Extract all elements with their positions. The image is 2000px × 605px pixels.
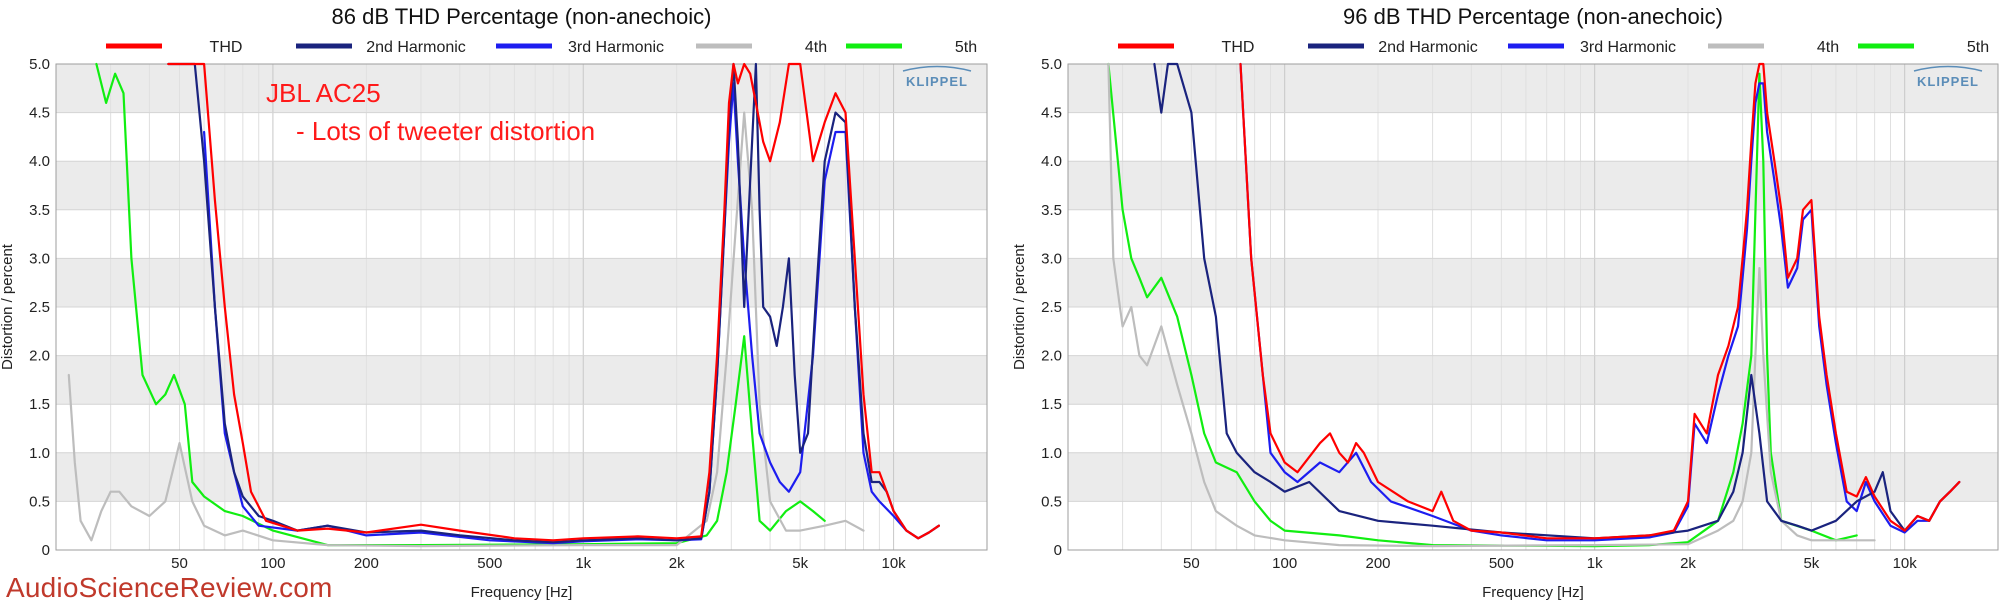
x-tick-label: 5k bbox=[1803, 555, 1819, 572]
y-tick-label: 5.0 bbox=[29, 56, 50, 73]
annotation-text: JBL AC25 bbox=[266, 78, 381, 108]
series-line-2nd-harmonic bbox=[167, 62, 940, 544]
y-tick-label: 0.5 bbox=[29, 493, 50, 510]
x-tick-label: 1k bbox=[1587, 555, 1603, 572]
legend-label: 4th bbox=[805, 39, 827, 56]
x-axis-label: Frequency [Hz] bbox=[471, 584, 573, 600]
klippel-logo: KLIPPEL bbox=[906, 74, 968, 89]
x-tick-label: 100 bbox=[1272, 555, 1297, 572]
plot-band bbox=[56, 452, 987, 502]
legend-label: 4th bbox=[1817, 39, 1839, 56]
plot-band bbox=[1068, 355, 1998, 405]
plot-band bbox=[1068, 161, 1998, 210]
plot-band bbox=[56, 307, 987, 356]
plot-frame bbox=[55, 63, 988, 551]
y-tick-label: 5.0 bbox=[1041, 56, 1062, 73]
plot-band bbox=[56, 161, 987, 210]
series-line-3rd-harmonic bbox=[1239, 62, 1961, 542]
legend-label: 3rd Harmonic bbox=[1580, 39, 1676, 56]
watermark-text: AudioScienceReview.com bbox=[6, 572, 333, 603]
series-line-2nd-harmonic bbox=[1153, 62, 1961, 540]
legend-label: 5th bbox=[1967, 39, 1989, 56]
series-line-4th bbox=[67, 111, 865, 548]
x-tick-label: 50 bbox=[171, 555, 188, 572]
legend-label: 5th bbox=[955, 39, 977, 56]
legend-label: 2nd Harmonic bbox=[1378, 39, 1478, 56]
plot-frame bbox=[1067, 63, 1999, 551]
y-tick-label: 4.0 bbox=[1041, 153, 1062, 170]
y-tick-label: 1.5 bbox=[1041, 396, 1062, 413]
x-tick-label: 500 bbox=[1489, 555, 1514, 572]
plot-band bbox=[56, 209, 987, 259]
y-axis-label: Distortion / percent bbox=[0, 243, 16, 370]
plot-band bbox=[1068, 64, 1998, 113]
y-tick-label: 2.0 bbox=[1041, 348, 1062, 365]
klippel-logo: KLIPPEL bbox=[1917, 74, 1979, 89]
y-tick-label: 3.5 bbox=[1041, 202, 1062, 219]
plot-band bbox=[56, 404, 987, 453]
chart-1: 0 0.5 1.0 1.5 2.0 2.5 3.0 3.5 4.0 4.5 5.0 50 100 200 5… bbox=[0, 4, 988, 601]
x-tick-label: 200 bbox=[354, 555, 379, 572]
y-tick-label: 0.5 bbox=[1041, 493, 1062, 510]
x-tick-label: 10k bbox=[1893, 555, 1918, 572]
y-tick-label: 3.5 bbox=[29, 202, 50, 219]
series-group bbox=[67, 62, 940, 548]
y-axis-label: Distortion / percent bbox=[1011, 243, 1028, 370]
x-axis-label: Frequency [Hz] bbox=[1482, 584, 1584, 600]
series-line-thd bbox=[1239, 62, 1961, 540]
x-tick-label: 1k bbox=[575, 555, 591, 572]
klippel-logo-arc bbox=[1913, 65, 1983, 72]
plot-band bbox=[1068, 112, 1998, 162]
series-line-thd bbox=[167, 62, 940, 542]
chart-title: 96 dB THD Percentage (non-anechoic) bbox=[1343, 4, 1723, 29]
y-tick-label: 4.5 bbox=[29, 105, 50, 122]
plot-band bbox=[56, 258, 987, 307]
y-tick-label: 4.5 bbox=[1041, 105, 1062, 122]
y-tick-label: 0 bbox=[42, 542, 50, 559]
legend-label: THD bbox=[1222, 39, 1255, 56]
y-tick-label: 3.0 bbox=[1041, 250, 1062, 267]
y-tick-label: 1.5 bbox=[29, 396, 50, 413]
legend-label: 2nd Harmonic bbox=[366, 39, 466, 56]
x-tick-label: 5k bbox=[792, 555, 808, 572]
legend-label: 3rd Harmonic bbox=[568, 39, 664, 56]
x-tick-label: 2k bbox=[1680, 555, 1696, 572]
klippel-logo-arc bbox=[902, 65, 972, 72]
x-tick-label: 200 bbox=[1365, 555, 1390, 572]
chart-2: 0 0.5 1.0 1.5 2.0 2.5 3.0 3.5 4.0 4.5 5.0 50 100 200 5… bbox=[1011, 4, 1999, 601]
x-tick-label: 10k bbox=[881, 555, 906, 572]
y-tick-label: 2.5 bbox=[1041, 299, 1062, 316]
y-tick-label: 0 bbox=[1054, 542, 1062, 559]
plot-band bbox=[1068, 209, 1998, 259]
series-group bbox=[1107, 62, 1961, 548]
series-line-5th bbox=[1107, 62, 1858, 548]
plot-band bbox=[1068, 404, 1998, 453]
series-line-4th bbox=[1107, 62, 1876, 548]
y-tick-label: 1.0 bbox=[1041, 445, 1062, 462]
y-tick-label: 3.0 bbox=[29, 250, 50, 267]
plot-band bbox=[1068, 307, 1998, 356]
x-tick-label: 500 bbox=[477, 555, 502, 572]
plot-band bbox=[1068, 501, 1998, 550]
legend-label: THD bbox=[210, 39, 243, 56]
y-tick-label: 2.0 bbox=[29, 348, 50, 365]
chart-title: 86 dB THD Percentage (non-anechoic) bbox=[332, 4, 712, 29]
x-tick-label: 100 bbox=[260, 555, 285, 572]
x-tick-label: 50 bbox=[1183, 555, 1200, 572]
x-tick-label: 2k bbox=[669, 555, 685, 572]
annotation-text: - Lots of tweeter distortion bbox=[296, 116, 595, 146]
y-tick-label: 1.0 bbox=[29, 445, 50, 462]
plot-band bbox=[1068, 258, 1998, 307]
plot-band bbox=[56, 355, 987, 405]
y-tick-label: 4.0 bbox=[29, 153, 50, 170]
y-tick-label: 2.5 bbox=[29, 299, 50, 316]
